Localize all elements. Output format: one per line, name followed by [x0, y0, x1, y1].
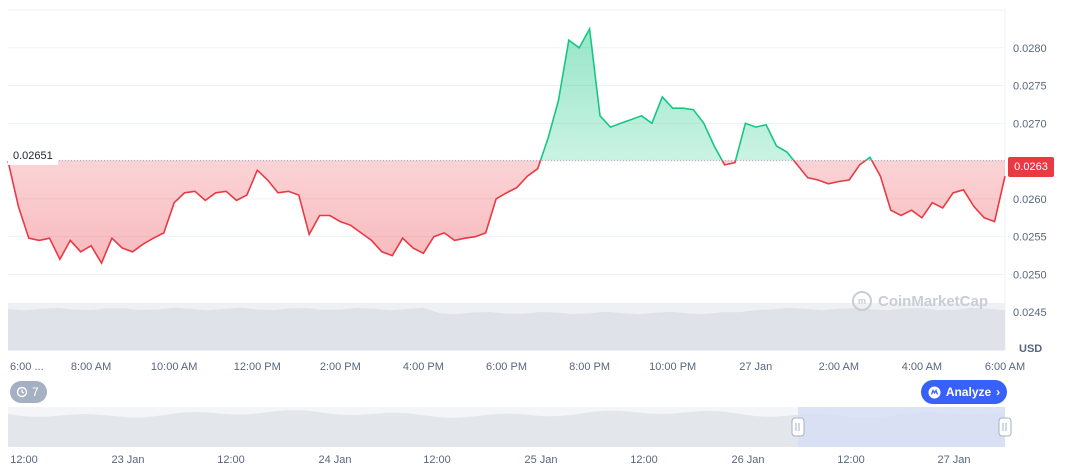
navigator-tick-label: 26 Jan [731, 454, 764, 466]
navigator-tick-label: 12:00 [423, 454, 451, 466]
navigator-tick-label: 25 Jan [524, 454, 557, 466]
history-button[interactable]: 7 [10, 381, 47, 403]
ai-spark-icon [928, 386, 941, 398]
volume-bars [8, 307, 1005, 350]
navigator-series [8, 410, 1005, 447]
area-below-reference [8, 160, 1005, 264]
navigator-tick-label: 23 Jan [111, 454, 144, 466]
price-line-down [7, 160, 1006, 265]
x-tick-label: 6:00 ... [10, 361, 44, 373]
x-tick-label: 27 Jan [739, 361, 772, 373]
x-tick-label: 10:00 AM [151, 361, 197, 373]
y-tick-label: 0.0275 [1013, 81, 1047, 93]
y-tick-label: 0.0245 [1013, 307, 1047, 319]
x-tick-label: 8:00 PM [569, 361, 610, 373]
y-tick-label: 0.0270 [1013, 118, 1047, 130]
y-tick-label: 0.0280 [1013, 43, 1047, 55]
area-above-reference [540, 28, 872, 161]
watermark-text: CoinMarketCap [878, 292, 989, 310]
x-tick-label: 6:00 PM [486, 361, 527, 373]
y-tick-label: 0.0260 [1013, 194, 1047, 206]
unit-label: USD [1019, 343, 1042, 355]
history-count: 7 [32, 385, 39, 399]
x-tick-label: 4:00 AM [902, 361, 942, 373]
x-tick-label: 12:00 PM [234, 361, 281, 373]
coinmarketcap-logo-icon: m [852, 291, 872, 311]
navigator-tick-label: 27 Jan [937, 454, 970, 466]
x-tick-label: 2:00 PM [320, 361, 361, 373]
navigator-tick-label: 12:00 [217, 454, 245, 466]
watermark: m CoinMarketCap [852, 291, 988, 311]
y-tick-label: 0.0250 [1013, 269, 1047, 281]
x-tick-label: 4:00 PM [403, 361, 444, 373]
x-tick-label: 2:00 AM [819, 361, 859, 373]
navigator-tick-label: 24 Jan [318, 454, 351, 466]
current-price-badge: 0.0263 [1008, 157, 1054, 177]
x-tick-label: 8:00 AM [71, 361, 111, 373]
navigator-tick-label: 12:00 [630, 454, 658, 466]
y-tick-label: 0.0255 [1013, 232, 1047, 244]
navigator-tick-label: 12:00 [837, 454, 865, 466]
chevron-right-icon: › [996, 385, 1001, 399]
reference-price-label: 0.02651 [8, 147, 58, 165]
navigator-selection [798, 407, 1005, 447]
analyze-button[interactable]: Analyze › [921, 380, 1007, 404]
x-tick-label: 6:00 AM [985, 361, 1025, 373]
history-clock-icon [16, 386, 28, 398]
navigator-tick-label: 12:00 [10, 454, 38, 466]
x-tick-label: 10:00 PM [649, 361, 696, 373]
analyze-label: Analyze [945, 385, 992, 399]
navigator-handle-left [791, 417, 805, 437]
navigator-handle-right [998, 417, 1012, 437]
